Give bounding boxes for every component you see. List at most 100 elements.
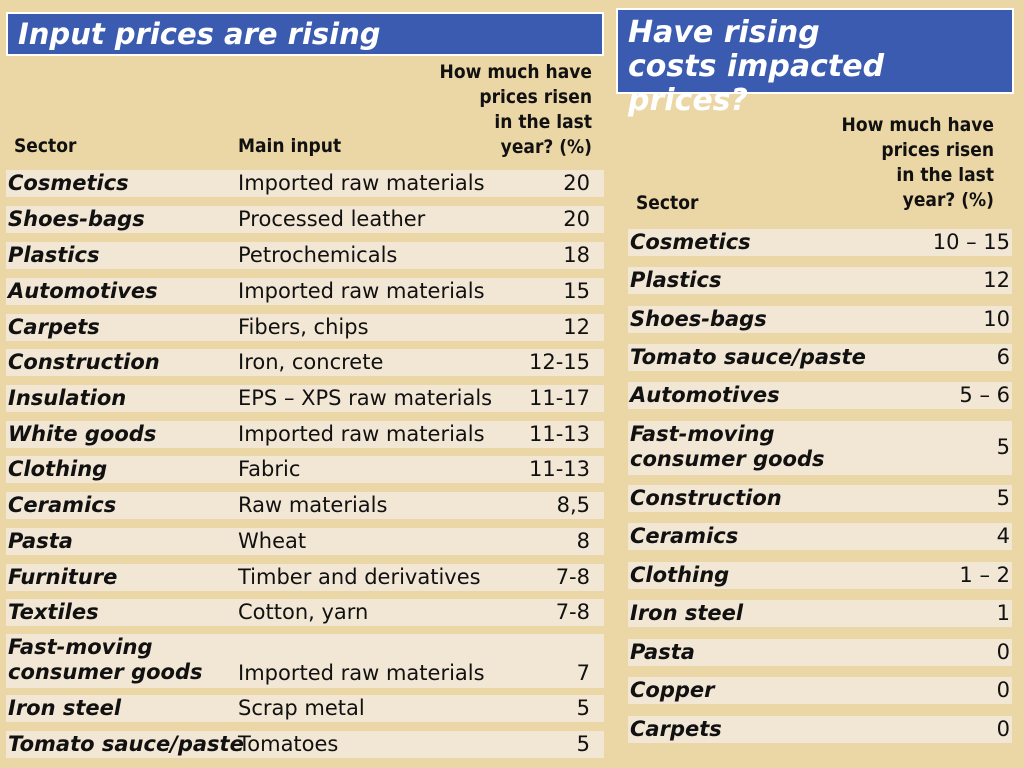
table-row: Copper 0 [628,677,1012,704]
price-rise-value: 11-13 [528,422,590,446]
sector-name: Clothing [8,457,108,481]
sector-name: Tomato sauce/paste [630,345,866,369]
table-row: Fast-moving consumer goods 5 [628,421,1012,475]
table-row: Ceramics Raw materials 8,5 [6,492,604,519]
main-input: Timber and derivatives [238,565,481,589]
input-prices-panel: Input prices are rising Sector Main inpu… [6,12,604,758]
main-input: Raw materials [238,493,388,517]
price-rise-value: 5 – 6 [959,383,1010,407]
price-rise-value: 5 [996,435,1010,459]
price-rise-value: 18 [563,243,590,267]
main-input: Iron, concrete [238,350,384,374]
table-row: Tomato sauce/paste Tomatoes 5 [6,731,604,758]
right-header-change: How much have prices risen in the last y… [841,114,994,211]
price-rise-value: 10 – 15 [932,230,1010,254]
price-rise-value: 7-8 [555,565,590,589]
table-row: White goods Imported raw materials 11-13 [6,421,604,448]
table-row: Automotives 5 – 6 [628,382,1012,409]
price-rise-value: 1 [996,601,1010,625]
table-row: Iron steel Scrap metal 5 [6,695,604,722]
table-row: Clothing Fabric 11-13 [6,456,604,483]
sector-name: Clothing [630,563,730,587]
table-row: Textiles Cotton, yarn 7-8 [6,599,604,626]
left-header-sector: Sector [14,135,77,157]
price-rise-value: 8 [576,529,590,553]
sector-name: Iron steel [630,601,744,625]
table-row: Pasta 0 [628,639,1012,666]
input-prices-title: Input prices are rising [6,12,604,56]
sector-name: Textiles [8,600,99,624]
price-rise-value: 4 [996,524,1010,548]
sector-name: Carpets [630,717,722,741]
table-row: Iron steel 1 [628,600,1012,627]
price-rise-value: 12 [983,268,1010,292]
sector-name: Automotives [8,279,158,303]
table-row: Automotives Imported raw materials 15 [6,278,604,305]
sector-name: White goods [8,422,157,446]
main-input: Imported raw materials [238,422,485,446]
main-input: Tomatoes [238,732,339,756]
sector-name: Automotives [630,383,780,407]
table-row: Fast-moving consumer goods Imported raw … [6,634,604,688]
table-row: Shoes-bags Processed leather 20 [6,206,604,233]
sector-name: Ceramics [630,524,739,548]
table-row: Plastics Petrochemicals 18 [6,242,604,269]
sector-name: Construction [8,350,160,374]
main-input: Cotton, yarn [238,600,369,624]
sector-name: Pasta [8,529,73,553]
impacted-prices-panel: Have rising costs impacted prices? Secto… [616,0,1024,768]
sector-name: Plastics [630,268,722,292]
main-input: Imported raw materials [238,171,485,195]
left-header-main-input: Main input [238,135,342,157]
main-input: EPS – XPS raw materials [238,386,493,410]
table-row: Ceramics 4 [628,523,1012,550]
main-input: Wheat [238,529,307,553]
sector-name: Iron steel [8,696,122,720]
table-row: Carpets Fibers, chips 12 [6,314,604,341]
price-rise-value: 8,5 [556,493,590,517]
right-header-sector: Sector [636,192,699,214]
price-rise-value: 0 [996,640,1010,664]
table-row: Insulation EPS – XPS raw materials 11-17 [6,385,604,412]
price-rise-value: 15 [563,279,590,303]
main-input: Fibers, chips [238,315,369,339]
table-row: Clothing 1 – 2 [628,562,1012,589]
sector-name: Furniture [8,565,118,589]
table-row: Shoes-bags 10 [628,306,1012,333]
sector-name: Fast-moving consumer goods [630,422,825,471]
sector-name: Copper [630,678,715,702]
price-rise-value: 1 – 2 [959,563,1010,587]
main-input: Imported raw materials [238,279,485,303]
price-rise-value: 7 [576,661,590,685]
price-rise-value: 6 [996,345,1010,369]
left-header-change: How much have prices risen in the last y… [439,61,592,158]
sector-name: Carpets [8,315,100,339]
table-row: Furniture Timber and derivatives 7-8 [6,564,604,591]
sector-name: Cosmetics [8,171,129,195]
price-rise-value: 12-15 [528,350,590,374]
price-rise-value: 20 [563,207,590,231]
table-row: Cosmetics 10 – 15 [628,229,1012,256]
table-row: Carpets 0 [628,716,1012,743]
sector-name: Ceramics [8,493,117,517]
price-rise-value: 12 [563,315,590,339]
price-rise-value: 20 [563,171,590,195]
main-input: Processed leather [238,207,426,231]
price-rise-value: 0 [996,678,1010,702]
sector-name: Insulation [8,386,127,410]
table-row: Construction 5 [628,485,1012,512]
price-rise-value: 5 [996,486,1010,510]
main-input: Petrochemicals [238,243,398,267]
sector-name: Pasta [630,640,695,664]
main-input: Imported raw materials [238,661,485,685]
sector-name: Plastics [8,243,100,267]
sector-name: Cosmetics [630,230,751,254]
table-row: Cosmetics Imported raw materials 20 [6,170,604,197]
sector-name: Construction [630,486,782,510]
price-rise-value: 11-17 [528,386,590,410]
main-input: Scrap metal [238,696,365,720]
sector-name: Fast-moving consumer goods [8,635,203,684]
sector-name: Shoes-bags [8,207,145,231]
price-rise-value: 5 [576,732,590,756]
impacted-prices-title: Have rising costs impacted prices? [616,8,1014,118]
